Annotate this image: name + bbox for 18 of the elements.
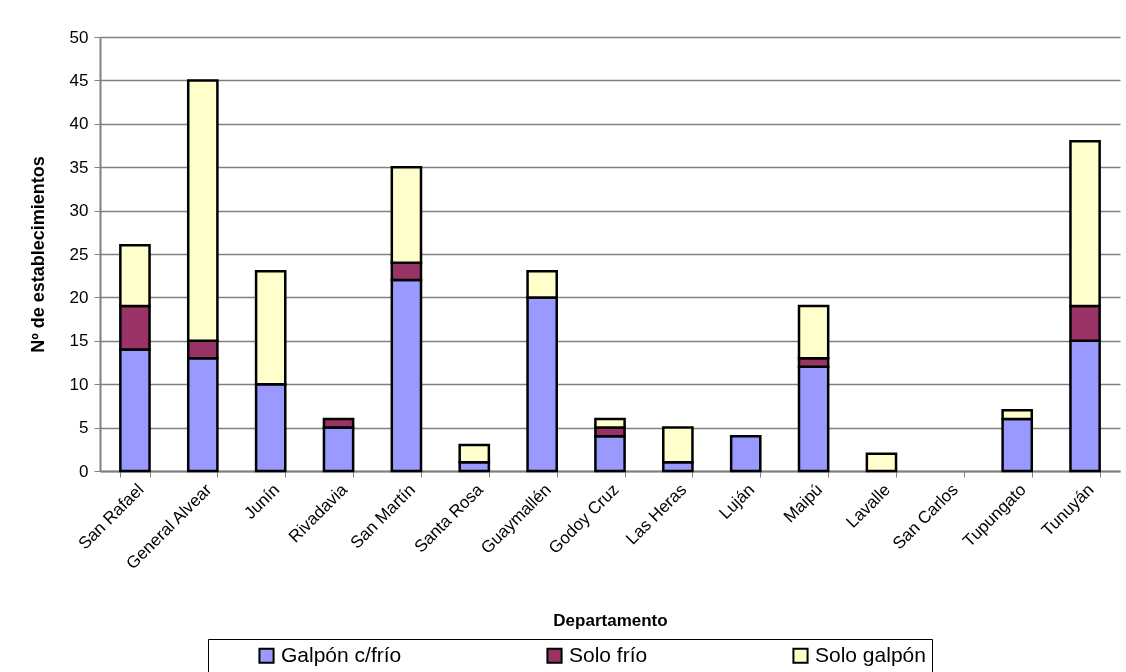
bar (865, 452, 898, 473)
y-tick-label: 50 (69, 27, 89, 47)
x-axis-title: Departamento (553, 610, 668, 630)
y-tick-label: 35 (69, 157, 89, 177)
bar (729, 435, 762, 473)
y-axis-title: Nº de establecimientos (27, 156, 48, 353)
legend-label: Solo frío (569, 642, 648, 666)
y-tick-label: 30 (69, 201, 89, 221)
legend-label: Solo galpón (815, 642, 926, 666)
y-tick-label: 15 (69, 331, 89, 351)
y-tick-label: 10 (69, 374, 89, 394)
y-tick-label: 40 (69, 114, 89, 134)
y-tick-label: 0 (79, 461, 89, 481)
y-tick-label: 20 (69, 287, 89, 307)
y-tick-label: 25 (69, 244, 89, 264)
y-tick-label: 45 (69, 70, 89, 90)
legend-label: Galpón c/frío (281, 642, 402, 666)
y-tick-label: 5 (79, 418, 89, 438)
